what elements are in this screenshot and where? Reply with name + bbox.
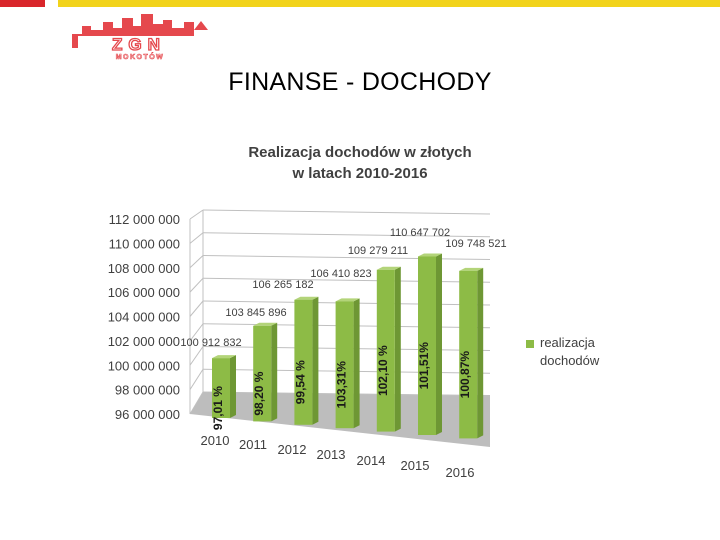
top-bar-yellow xyxy=(58,0,720,7)
gridline-side xyxy=(189,209,204,220)
logo-building xyxy=(72,34,82,48)
gridline-side xyxy=(189,277,204,293)
bar xyxy=(335,301,354,429)
bar-side xyxy=(436,253,442,435)
y-tick-label: 108 000 000 xyxy=(108,261,180,276)
bar-top xyxy=(376,266,401,270)
y-tick-label: 100 000 000 xyxy=(108,358,180,373)
slide-title: FINANSE - DOCHODY xyxy=(228,68,492,96)
y-tick-label: 96 000 000 xyxy=(115,407,180,422)
bar xyxy=(253,325,272,422)
x-tick-label: 2015 xyxy=(401,458,430,473)
bar-top xyxy=(418,253,442,257)
bar-side xyxy=(394,266,401,432)
gridline xyxy=(202,209,491,215)
x-tick-label: 2014 xyxy=(357,453,386,468)
bar-top xyxy=(459,267,484,271)
logo-building xyxy=(103,22,113,48)
gridline-side xyxy=(189,232,204,244)
logo-text-backdrop xyxy=(78,36,200,54)
chart-title: Realizacja dochodów w złotych w latach 2… xyxy=(200,142,520,184)
gridline xyxy=(202,232,491,238)
logo-building xyxy=(122,18,133,48)
y-tick-label: 110 000 000 xyxy=(109,236,180,251)
y-tick-label: 104 000 000 xyxy=(108,310,180,325)
bar-percent-label: 102,10 % xyxy=(376,345,390,396)
bar-top xyxy=(335,298,360,302)
legend-swatch xyxy=(526,340,534,348)
y-tick-label: 102 000 000 xyxy=(108,334,180,349)
bar-value-label: 109 279 211 xyxy=(348,245,408,257)
y-tick-label: 106 000 000 xyxy=(108,285,180,300)
bar-value-label: 106 410 823 xyxy=(310,268,371,280)
chart-title-line-2: w latach 2010-2016 xyxy=(292,165,428,182)
x-tick-label: 2011 xyxy=(239,437,267,452)
logo-text: ZGN xyxy=(112,35,166,54)
y-tick-label: 112 000 000 xyxy=(109,212,180,227)
logo-building xyxy=(184,22,194,48)
bar xyxy=(294,299,313,425)
gridline xyxy=(202,255,491,260)
chart-title-line-1: Realizacja dochodów w złotych xyxy=(248,144,472,161)
bar xyxy=(459,270,478,439)
gridline-side xyxy=(189,300,204,317)
logo-subtext: MOKOTÓW xyxy=(116,52,165,61)
bar xyxy=(212,358,230,418)
bar-value-label: 106 265 182 xyxy=(252,279,313,291)
bar-percent-label: 100,87% xyxy=(458,351,472,399)
x-tick-label: 2013 xyxy=(317,447,346,462)
gridline-side xyxy=(189,346,204,366)
y-tick-label: 98 000 000 xyxy=(115,383,180,398)
bar-top xyxy=(294,296,319,300)
gridline-side xyxy=(189,391,204,415)
bar xyxy=(376,269,395,432)
bar-value-label: 109 748 521 xyxy=(445,238,506,250)
bar-side xyxy=(312,296,319,425)
top-bar-red xyxy=(0,0,45,7)
logo-building xyxy=(163,20,172,48)
bar-side xyxy=(353,298,360,429)
logo-skyline-icon xyxy=(72,14,208,54)
x-tick-label: 2010 xyxy=(201,433,230,448)
gridline xyxy=(202,277,491,283)
x-tick-label: 2016 xyxy=(446,465,475,480)
bar xyxy=(418,256,436,435)
top-accent-bar xyxy=(0,0,720,7)
logo-roof xyxy=(194,21,208,30)
bar-side xyxy=(271,322,278,422)
bar-percent-label: 98,20 % xyxy=(252,371,266,415)
bar-percent-label: 101,51% xyxy=(417,342,431,390)
bar-top xyxy=(253,322,278,326)
bar-percent-label: 99,54 % xyxy=(293,360,307,404)
bar-side xyxy=(230,355,236,418)
bar-percent-label: 97,01 % xyxy=(211,386,225,430)
bar-value-label: 110 647 702 xyxy=(390,227,450,239)
gridline-side xyxy=(189,368,204,390)
gridline-side xyxy=(189,255,204,269)
bar-percent-label: 103,31% xyxy=(335,361,349,409)
bar-side xyxy=(477,267,484,439)
bar-value-label: 103 845 896 xyxy=(225,307,286,319)
gridline-side xyxy=(189,323,204,342)
zgn-logo: ZGN MOKOTÓW xyxy=(72,14,208,61)
bar-top xyxy=(212,355,236,359)
x-tick-label: 2012 xyxy=(278,442,307,457)
legend-label: realizacja dochodów xyxy=(540,335,600,368)
bar-value-label: 100 912 832 xyxy=(180,337,241,349)
